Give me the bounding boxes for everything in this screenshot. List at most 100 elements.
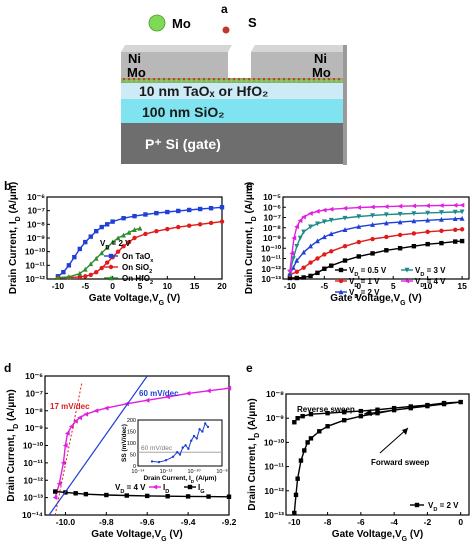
x-tick-label: 0 — [458, 517, 463, 527]
device-side — [343, 45, 347, 165]
sixty-mv-line — [48, 375, 148, 516]
series-e-0-point — [295, 416, 300, 421]
series-b-0-point — [143, 212, 148, 217]
s-atom — [327, 77, 331, 81]
inset-ss-point — [190, 439, 193, 442]
inset-x-tick-label: 10⁻¹⁰ — [187, 468, 201, 475]
series-e-0-point — [441, 400, 447, 406]
x-tick-label: -9.8 — [99, 517, 114, 527]
panel-label-b: b — [4, 179, 11, 193]
series-c-0-point — [322, 266, 327, 271]
series-b-1-point — [121, 244, 126, 249]
series-b-2-point — [93, 255, 99, 261]
legend-label-b-2: On HfO2 — [122, 274, 153, 286]
series-d-0-point — [62, 443, 68, 448]
inset-frame — [137, 419, 223, 467]
series-e-0-point — [298, 458, 304, 463]
series-c-2-point — [370, 222, 375, 227]
series-c-1-point — [459, 227, 465, 232]
mo-atom — [135, 79, 138, 83]
series-d-1-point — [124, 493, 129, 498]
s-atom — [292, 77, 296, 81]
y-tick-label: 10⁻⁸ — [266, 389, 284, 399]
mo-atom — [215, 79, 218, 83]
s-atom — [337, 77, 341, 81]
series-b-0-point — [66, 263, 72, 268]
mo-atom — [305, 79, 308, 83]
series-d-1-point — [145, 493, 150, 499]
series-b-2-point — [121, 232, 126, 238]
y-tick-label: 10⁻⁶ — [27, 192, 45, 202]
left-contact-ni: Ni — [128, 51, 141, 66]
s-atom — [237, 77, 241, 81]
legend-marker — [187, 484, 193, 490]
series-c-3-point — [397, 211, 403, 217]
series-b-0-point — [197, 206, 203, 212]
series-c-1-point — [356, 239, 361, 245]
mos2-atom-row — [122, 77, 343, 83]
mo-atom — [250, 79, 253, 83]
inset-ss-point — [187, 447, 190, 450]
series-b-2-point — [55, 274, 61, 280]
series-d-0-point — [144, 397, 150, 403]
y-tick-label: 10⁻¹⁰ — [264, 437, 285, 447]
series-c-0-point — [301, 275, 306, 280]
series-b-1-point — [99, 265, 104, 271]
mo-atom — [145, 79, 148, 83]
series-e-0-point — [300, 413, 305, 419]
series-b-1-point — [197, 222, 203, 227]
x-tick-label: -2 — [424, 517, 432, 527]
s-atom — [272, 77, 276, 81]
x-tick-label: -9.4 — [181, 517, 196, 527]
inset-ss-point — [192, 434, 196, 438]
y-tick-label: 10⁻¹³ — [261, 274, 281, 284]
mo-atom — [280, 79, 283, 83]
inset-y-tick-label: 150 — [127, 430, 136, 436]
mo-atom — [200, 79, 203, 83]
y-tick-label: 10⁻¹² — [261, 264, 281, 274]
series-c-0-point — [384, 248, 389, 253]
y-tick-label: 10⁻⁹ — [25, 423, 43, 433]
series-c-3-point — [315, 221, 320, 227]
series-b-0-point — [219, 205, 225, 210]
x-tick-label: 15 — [190, 281, 200, 291]
s-atom — [172, 77, 176, 81]
series-b-0-point — [77, 246, 83, 252]
inset-x-tick-label: 10⁻⁸ — [216, 468, 227, 475]
series-c-4-point — [342, 205, 348, 211]
mo-atom — [225, 79, 228, 83]
mo-atom — [220, 79, 223, 83]
series-c-0-point — [411, 244, 417, 249]
series-c-1-point — [453, 227, 458, 232]
series-c-2-point — [328, 231, 334, 237]
y-tick-label: 10⁻⁷ — [26, 388, 44, 398]
mo-atom — [190, 79, 193, 83]
panel-d-chart: d -10.0 -9.8 -9.6 -9.4 -9.2 10⁻¹⁴ 10⁻¹³ 10⁻¹² 10⁻… — [4, 361, 237, 543]
s-atom — [177, 77, 181, 81]
legend-marker — [404, 278, 410, 284]
series-c-2-point — [308, 243, 313, 249]
s-atom — [157, 77, 161, 81]
series-c-2-point — [452, 216, 458, 222]
series-b-1-point — [77, 274, 83, 280]
series-b-0-point — [94, 228, 99, 234]
gate-label: P⁺ Si (gate) — [145, 136, 221, 152]
series-b-1-point — [126, 239, 132, 245]
series-b-2-point — [88, 261, 94, 267]
series-c-0-point — [356, 254, 361, 259]
series-c-1-point — [329, 249, 334, 254]
series-d-0-point — [73, 418, 78, 424]
left-contact-top — [121, 45, 232, 52]
series-c-3-point — [411, 211, 417, 217]
series-b-0-point — [88, 234, 93, 239]
inset-x-tick-label: 10⁻¹⁴ — [131, 468, 145, 475]
mo-atom — [275, 79, 278, 83]
y-tick-label: 10⁻⁷ — [28, 206, 46, 216]
y-tick-label: 10⁻¹¹ — [261, 254, 281, 264]
s-atom — [307, 77, 311, 81]
series-c-3-point — [321, 219, 327, 225]
series-c-1-point — [425, 229, 430, 235]
mo-atom — [245, 79, 248, 83]
x-axis-label: Gate Voltage,VG (V) — [330, 293, 421, 307]
legend-label-c-3: VD = 3 V — [415, 266, 446, 278]
